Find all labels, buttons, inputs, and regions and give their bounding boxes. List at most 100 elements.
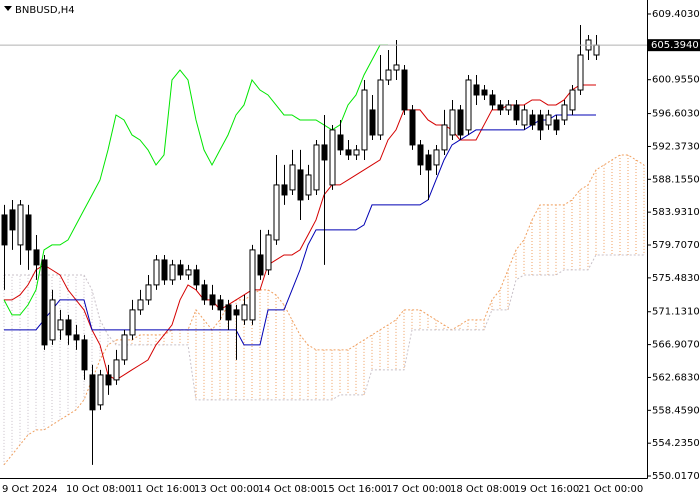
- candle-body: [393, 64, 400, 71]
- y-tick-label: 583.9310: [652, 207, 700, 218]
- candle-body: [225, 304, 232, 321]
- candle-body: [9, 209, 16, 231]
- candle-body: [201, 284, 208, 301]
- candle-body: [289, 164, 296, 191]
- candle-body: [305, 174, 312, 196]
- x-tick-label: 11 Oct 16:00: [130, 484, 195, 495]
- candle-body: [297, 169, 304, 201]
- candle-body: [361, 89, 368, 151]
- x-tick-label: 13 Oct 00:00: [194, 484, 259, 495]
- candle-body: [353, 149, 360, 156]
- y-tick-label: 609.4030: [652, 9, 700, 20]
- candle-body: [593, 44, 600, 56]
- candle-body: [169, 264, 176, 281]
- candle-body: [433, 149, 440, 166]
- candle-body: [257, 254, 264, 276]
- candle-body: [193, 269, 200, 286]
- y-tick-label: 600.9550: [652, 75, 700, 86]
- candle-body: [265, 234, 272, 271]
- x-tick-label: 15 Oct 16:00: [322, 484, 387, 495]
- candle-body: [385, 69, 392, 81]
- candle-body: [273, 184, 280, 241]
- current-price-label: 605.3940: [651, 40, 699, 51]
- cloud-edge: [3, 154, 645, 466]
- candle-body: [153, 259, 160, 286]
- y-tick-label: 562.6830: [652, 372, 700, 383]
- y-tick-label: 579.7070: [652, 240, 700, 251]
- y-tick-label: 596.6030: [652, 109, 700, 120]
- candle-body: [409, 109, 416, 146]
- candle-body: [281, 184, 288, 196]
- x-tick-label: 18 Oct 08:00: [450, 484, 515, 495]
- candle-body: [33, 249, 40, 266]
- candle-body: [241, 304, 248, 321]
- candle-body: [537, 114, 544, 131]
- candle-body: [177, 264, 184, 276]
- cloud-edge: [4, 254, 644, 401]
- candle-body: [329, 129, 336, 186]
- chart-title: BNBUSD,H4: [15, 5, 75, 16]
- candle-body: [465, 79, 472, 131]
- candle-body: [89, 374, 96, 411]
- candle-body: [441, 124, 448, 151]
- x-tick-label: 21 Oct 00:00: [578, 484, 643, 495]
- candle-body: [41, 259, 48, 346]
- candle-body: [377, 79, 384, 136]
- candle-body: [577, 54, 584, 91]
- candle-body: [561, 104, 568, 121]
- candle-body: [105, 374, 112, 386]
- candle-body: [321, 144, 328, 161]
- candle-body: [529, 114, 536, 126]
- candle-body: [425, 154, 432, 171]
- candle-body: [65, 319, 72, 336]
- x-tick-label: 9 Oct 2024: [2, 484, 57, 495]
- candle-body: [145, 284, 152, 301]
- candle-body: [129, 309, 136, 336]
- candle-body: [161, 259, 168, 281]
- candle-body: [569, 89, 576, 111]
- candle-body: [521, 109, 528, 126]
- candle-body: [505, 104, 512, 111]
- axis-layer: 609.4030 600.9550 596.6030 592.3730 588.1550…: [0, 9, 700, 495]
- y-tick-label: 566.9070: [652, 340, 700, 351]
- y-tick-label: 575.4830: [652, 273, 700, 284]
- candle-body: [49, 299, 56, 341]
- candle-body: [481, 89, 488, 96]
- candle-body: [545, 114, 552, 126]
- candle-body: [249, 249, 256, 321]
- y-tick-label: 558.4590: [652, 405, 700, 416]
- candle-body: [113, 359, 120, 381]
- candle-body: [185, 269, 192, 276]
- indicator-line: [4, 84, 596, 381]
- candle-body: [417, 144, 424, 166]
- candle-body: [513, 104, 520, 121]
- x-tick-label: 17 Oct 00:00: [386, 484, 451, 495]
- candle-body: [449, 109, 456, 136]
- candle-body: [97, 374, 104, 406]
- candle-body: [209, 294, 216, 306]
- candle-body: [369, 109, 376, 136]
- candle-body: [217, 299, 224, 311]
- symbol-arrow: [4, 6, 12, 11]
- candle-body: [17, 204, 24, 246]
- candle-body: [121, 334, 128, 361]
- candle-body: [313, 144, 320, 191]
- candle-body: [457, 109, 464, 136]
- candle-body: [57, 319, 64, 331]
- candle-body: [345, 149, 352, 156]
- y-tick-label: 571.1310: [652, 307, 700, 318]
- candle-body: [553, 119, 560, 131]
- candle-body: [81, 339, 88, 371]
- candle-body: [233, 309, 240, 316]
- candle-body: [1, 214, 8, 246]
- current-price-box: [648, 39, 700, 52]
- candle-body: [25, 214, 32, 251]
- candles-layer: [1, 24, 600, 465]
- y-tick-label: 554.2350: [652, 438, 700, 449]
- x-tick-label: 19 Oct 16:00: [514, 484, 579, 495]
- candle-body: [137, 299, 144, 311]
- candle-body: [497, 104, 504, 111]
